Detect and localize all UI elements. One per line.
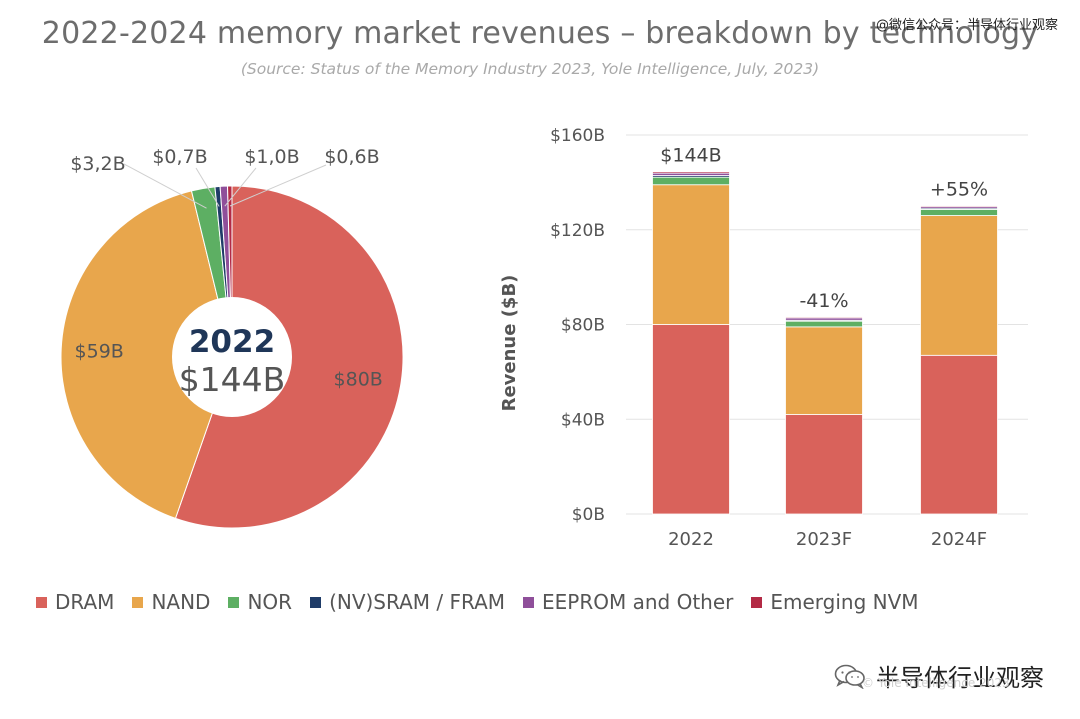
pie-label-emerging-nvm: $0,6B	[324, 146, 379, 168]
bar-segment-dram	[920, 354, 998, 515]
watermark-text: @微信公众号：半导体行业观察	[875, 18, 1058, 33]
legend-swatch	[523, 596, 535, 608]
pie-slice-nand	[60, 190, 233, 520]
bar-segment-nor	[920, 208, 998, 216]
pie-leader-line-emerging-nvm	[229, 164, 327, 207]
legend-item-nand: NAND	[132, 590, 210, 614]
bar-total-label: -41%	[799, 290, 848, 312]
bar-segment-emerging-nvm	[652, 171, 730, 174]
legend-swatch	[751, 596, 763, 608]
bar-segment-dram	[785, 414, 863, 515]
y-tick-label: $160B	[550, 126, 605, 146]
wechat-brand: 半导体行业观察	[834, 658, 1044, 693]
pie-label-eeprom-and-other: $1,0B	[244, 146, 299, 168]
legend-label: (NV)SRAM / FRAM	[329, 590, 506, 614]
legend-label: Emerging NVM	[770, 590, 919, 614]
copyright-credit: © Yole Intelligence 2023	[862, 676, 1010, 690]
pie-leader-line-nor	[123, 163, 207, 209]
legend-swatch	[310, 596, 322, 608]
legend-item-eeprom-and-other: EEPROM and Other	[523, 590, 733, 614]
legend-item-emerging-nvm: Emerging NVM	[751, 590, 919, 614]
legend-label: EEPROM and Other	[542, 590, 734, 614]
legend-item-nv-sram-fram: (NV)SRAM / FRAM	[310, 590, 505, 614]
y-axis-label: Revenue ($B)	[499, 275, 520, 412]
bar-segment-nand	[785, 326, 863, 415]
pie-leader-line-eeprom-and-other	[224, 167, 257, 207]
legend-swatch	[228, 596, 240, 608]
legend-item-nor: NOR	[228, 590, 292, 614]
y-tick-label: $0B	[572, 505, 605, 525]
bar-segment-nand	[652, 184, 730, 325]
wechat-account-name: 半导体行业观察	[876, 664, 1044, 692]
y-tick-label: $40B	[561, 410, 605, 430]
wechat-icon	[834, 664, 865, 689]
bar-segment-nor	[652, 176, 730, 186]
x-tick-label: 2022	[668, 529, 714, 550]
legend-label: DRAM	[55, 590, 115, 614]
legend-item-dram: DRAM	[36, 590, 114, 614]
bar-segment-nor	[785, 320, 863, 328]
y-tick-label: $120B	[550, 221, 605, 241]
pie-label-dram: $80B	[334, 369, 383, 391]
bar-total-label: $144B	[660, 145, 721, 167]
bar-segment-emerging-nvm	[785, 316, 863, 319]
pie-label-nv-sram-fram: $0,7B	[152, 146, 207, 168]
y-tick-label: $80B	[561, 316, 605, 336]
chart-title: 2022-2024 memory market revenues – break…	[41, 16, 1039, 51]
stacked-bar-chart: $0B $40B $80B $120B $160B Revenue ($B) $144B 20…	[499, 126, 1028, 550]
legend-label: NOR	[247, 590, 293, 614]
pie-label-nand: $59B	[75, 341, 124, 363]
legend-swatch	[132, 596, 144, 608]
pie-label-nor: $3,2B	[70, 153, 125, 175]
donut-center-year: 2022	[189, 324, 275, 360]
chart-legend: DRAM NAND NOR (NV)SRAM / FRAM EEPROM and Oth…	[36, 590, 937, 614]
donut-hole	[172, 297, 292, 417]
bar-total-label: +55%	[930, 179, 988, 201]
donut-chart: 2022$144B $80B $59B $3,2B $0,7B $1,0B $0,6B	[60, 146, 404, 529]
bar-segment-emerging-nvm	[920, 205, 998, 207]
donut-center-total: $144B	[179, 360, 286, 399]
bar-segment-dram	[652, 324, 730, 515]
legend-label: NAND	[151, 590, 211, 614]
pie-leader-line-nv-sram-fram	[195, 167, 220, 207]
x-tick-label: 2023F	[796, 529, 852, 550]
x-tick-label: 2024F	[931, 529, 987, 550]
chart-subtitle: (Source: Status of the Memory Industry 2…	[240, 60, 820, 78]
bar-segment-nand	[920, 215, 998, 356]
legend-swatch	[36, 596, 47, 608]
